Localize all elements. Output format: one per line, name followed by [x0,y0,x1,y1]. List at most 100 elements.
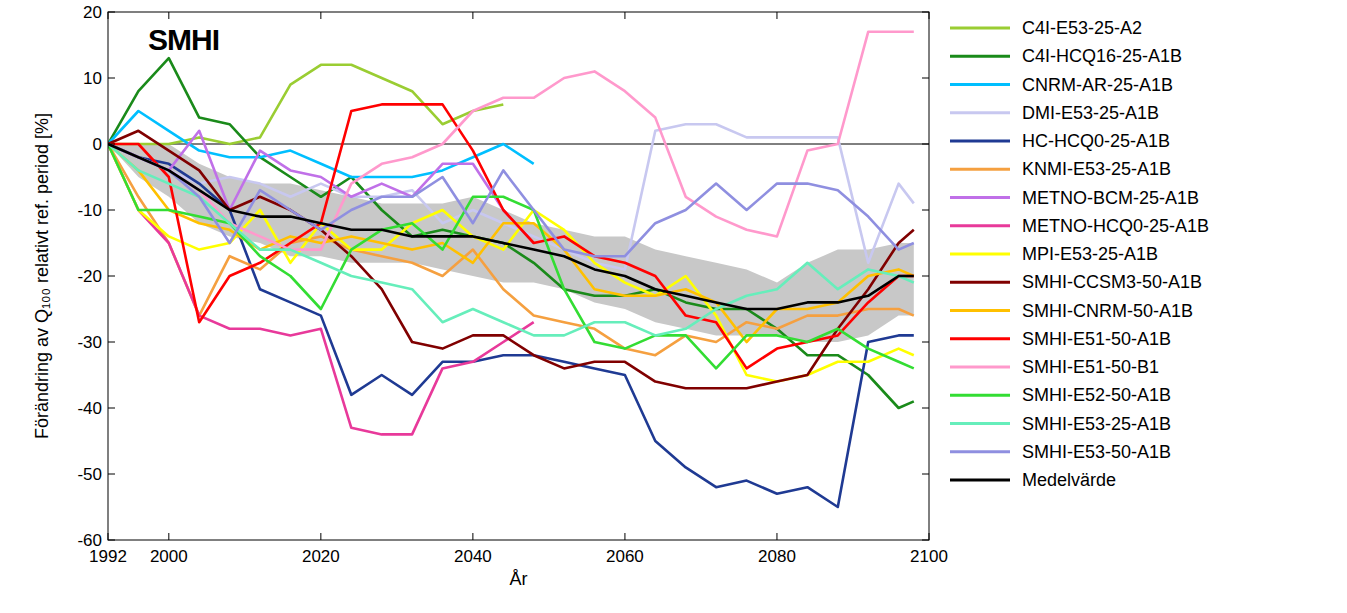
legend-swatch [950,27,1010,30]
legend-swatch [950,224,1010,227]
y-tick [108,78,115,79]
legend-swatch [950,450,1010,453]
legend-swatch [950,253,1010,256]
y-tick [922,540,929,541]
legend-label: SMHI-E51-50-A1B [1022,329,1171,349]
y-tick [922,276,929,277]
legend-swatch [950,196,1010,199]
legend-label: MPI-E53-25-A1B [1022,244,1158,264]
y-tick [108,144,115,145]
legend-label: DMI-E53-25-A1B [1022,103,1159,123]
series-line [108,124,914,269]
legend-swatch [950,168,1010,171]
y-tick [108,474,115,475]
legend-label: METNO-HCQ0-25-A1B [1022,216,1209,236]
x-tick-label: 2040 [454,547,492,566]
legend-swatch [950,479,1010,482]
legend-swatch [950,422,1010,425]
legend-label: SMHI-E51-50-B1 [1022,357,1159,377]
x-tick-label: 2000 [150,547,188,566]
series-line [108,144,914,335]
legend-swatch [950,366,1010,369]
x-tick [168,12,169,19]
x-tick [929,533,930,540]
y-tick-label: 0 [93,135,102,154]
x-tick [472,12,473,19]
y-tick [922,210,929,211]
x-tick [168,533,169,540]
y-tick [108,540,115,541]
legend-label: SMHI-E53-50-A1B [1022,442,1171,462]
x-tick [320,533,321,540]
x-tick [108,12,109,19]
legend-swatch [950,309,1010,312]
y-tick [922,12,929,13]
logo-annotation: SMHI [148,23,219,56]
legend-swatch [950,83,1010,86]
legend-swatch [950,140,1010,143]
x-tick [929,12,930,19]
legend-label: METNO-BCM-25-A1B [1022,188,1199,208]
x-tick-label: 2080 [758,547,796,566]
y-tick-label: -40 [77,399,102,418]
y-tick [108,12,115,13]
legend-label: CNRM-AR-25-A1B [1022,75,1173,95]
legend-swatch [950,337,1010,340]
x-tick [624,12,625,19]
y-tick [922,78,929,79]
x-tick-label: 2060 [606,547,644,566]
y-tick-label: -60 [77,531,102,550]
y-tick-label: -20 [77,267,102,286]
x-tick [108,533,109,540]
legend-swatch [950,394,1010,397]
legend-label: C4I-HCQ16-25-A1B [1022,46,1182,66]
x-tick-label: 2100 [910,547,948,566]
legend-swatch [950,111,1010,114]
y-tick-label: 10 [83,69,102,88]
legend-label: HC-HCQ0-25-A1B [1022,131,1170,151]
y-tick [108,210,115,211]
series-line [108,104,914,368]
y-tick-label: 20 [83,3,102,22]
y-tick [108,408,115,409]
series-line [108,131,914,388]
legend-label: SMHI-E53-25-A1B [1022,414,1171,434]
y-tick [922,144,929,145]
y-tick [922,342,929,343]
x-tick-label: 2020 [302,547,340,566]
legend-label: Medelvärde [1022,470,1116,490]
x-tick [472,533,473,540]
legend-label: SMHI-CCSM3-50-A1B [1022,272,1202,292]
x-tick [776,12,777,19]
spread-band [108,144,914,342]
x-tick [320,12,321,19]
y-tick [922,408,929,409]
y-tick [108,276,115,277]
series-line [108,32,914,250]
series-line [108,144,914,507]
x-tick [776,533,777,540]
y-tick-label: -10 [77,201,102,220]
plot-area [108,32,929,507]
legend-swatch [950,281,1010,284]
y-axis-label: Förändring av Q₁₀₀ relativt ref. period … [32,113,52,439]
legend-label: C4I-E53-25-A2 [1022,18,1142,38]
series-line [108,144,914,368]
x-tick [624,533,625,540]
plot-frame [108,12,929,540]
plot-background [108,12,929,540]
series-line [108,144,914,256]
legend-label: SMHI-CNRM-50-A1B [1022,301,1193,321]
chart: 1992200020202040206020802100-60-50-40-30… [0,0,1347,613]
series-line [108,144,914,309]
y-tick [922,474,929,475]
y-tick-label: -30 [77,333,102,352]
legend-swatch [950,55,1010,58]
series-line [108,144,914,355]
legend-label: SMHI-E52-50-A1B [1022,385,1171,405]
y-tick [108,342,115,343]
legend-label: KNMI-E53-25-A1B [1022,159,1171,179]
y-tick-label: -50 [77,465,102,484]
x-axis-label: År [510,569,528,589]
series-line [108,144,914,342]
